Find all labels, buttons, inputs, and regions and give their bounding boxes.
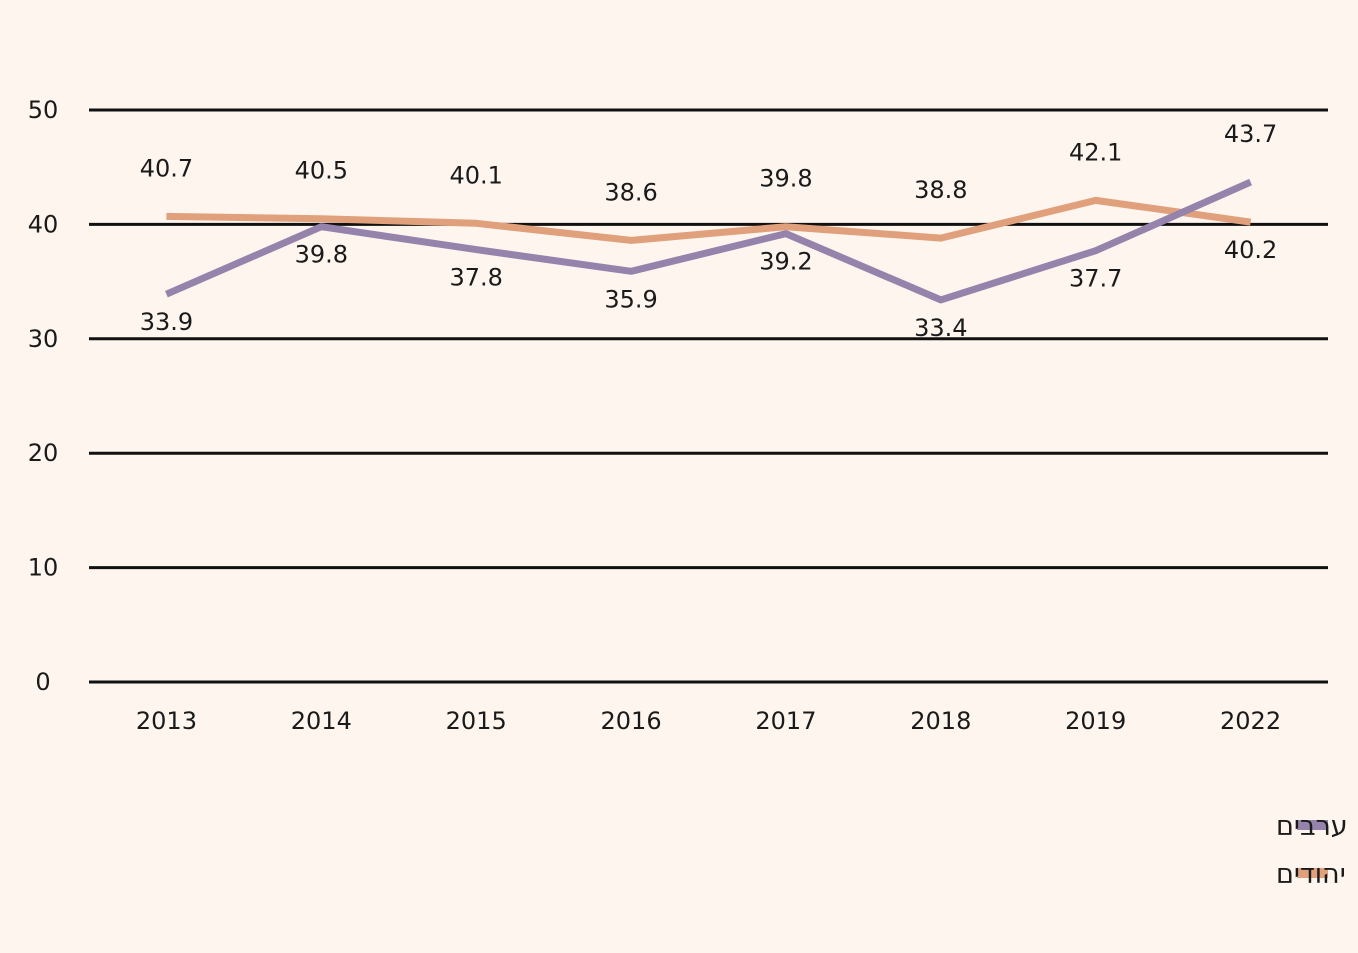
data-label: 38.8 [914, 176, 967, 204]
x-tick-label: 2019 [1065, 707, 1126, 735]
series-line-1 [166, 196, 1252, 244]
data-label: 35.9 [604, 285, 657, 313]
data-label: 33.9 [140, 308, 193, 336]
data-label: 39.8 [295, 241, 348, 269]
data-label: 39.8 [759, 165, 812, 193]
y-tick-label: 30 [28, 325, 59, 353]
data-label: 37.7 [1069, 265, 1122, 293]
data-label: 40.2 [1224, 236, 1277, 264]
y-tick-label: 20 [28, 439, 59, 467]
y-tick-label: 10 [28, 554, 59, 582]
x-axis-ticks: 2013 2014 2015 2016 2017 2018 2019 2022 [136, 707, 1281, 735]
y-tick-label: 50 [28, 96, 59, 124]
gridlines [89, 108, 1328, 684]
legend-swatch [1297, 820, 1328, 830]
x-tick-label: 2014 [291, 707, 352, 735]
x-tick-label: 2015 [446, 707, 507, 735]
data-label: 42.1 [1069, 138, 1122, 166]
data-label: 39.2 [759, 248, 812, 276]
data-label: 40.7 [140, 154, 193, 182]
legend-label: ערבים [1276, 811, 1348, 842]
data-labels: 33.9 40.7 39.8 40.5 37.8 40.1 35.9 38.6 39.2 39.8… [140, 120, 1278, 342]
data-label: 40.1 [449, 161, 502, 189]
x-tick-label: 2017 [755, 707, 816, 735]
data-label: 38.6 [604, 178, 657, 206]
y-tick-label: 0 [35, 668, 50, 696]
series-line-0 [165, 178, 1253, 304]
data-label: 37.8 [449, 264, 502, 292]
legend: ערבים יהודים [1276, 811, 1348, 890]
x-tick-label: 2016 [601, 707, 662, 735]
x-tick-label: 2013 [136, 707, 197, 735]
legend-swatch [1297, 868, 1328, 878]
series-lines [165, 178, 1253, 304]
y-axis-ticks: 0 10 20 30 40 50 [28, 96, 59, 696]
data-label: 40.5 [295, 157, 348, 185]
data-label: 33.4 [914, 314, 967, 342]
legend-label: יהודים [1276, 859, 1346, 890]
x-tick-label: 2022 [1220, 707, 1281, 735]
data-label: 43.7 [1224, 120, 1277, 148]
x-tick-label: 2018 [910, 707, 971, 735]
y-tick-label: 40 [28, 210, 59, 238]
